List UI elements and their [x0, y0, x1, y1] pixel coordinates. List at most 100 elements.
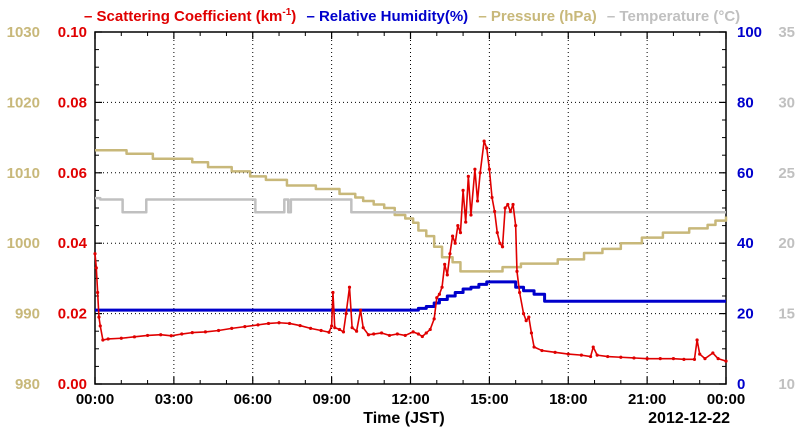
series-scattering-point	[308, 326, 313, 330]
legend-scattering-suffix: )	[291, 8, 296, 25]
series-scattering-point	[94, 266, 98, 270]
series-scattering-point	[424, 331, 428, 335]
y-tick-label-temperature: 25	[778, 165, 795, 182]
series-scattering-point	[337, 327, 342, 332]
series-scattering-point	[93, 252, 97, 256]
series-scattering-point	[487, 167, 491, 171]
series-scattering-point	[97, 315, 101, 319]
y-tick-label-humidity: 20	[737, 306, 754, 323]
series-scattering-point	[132, 335, 137, 339]
x-tick-label: 15:00	[470, 391, 508, 408]
series-scattering-point	[403, 333, 407, 338]
series-scattering-point	[432, 317, 436, 321]
y-tick-label-pressure: 990	[15, 306, 40, 323]
series-scattering-point	[566, 352, 570, 356]
series-scattering-point	[230, 326, 234, 330]
series-scattering-point	[632, 356, 636, 360]
series-scattering-point	[358, 308, 363, 312]
series-scattering-point	[101, 338, 105, 342]
series-scattering-point	[437, 292, 442, 296]
series-scattering-point	[344, 312, 348, 316]
y-tick-label-pressure: 1010	[7, 165, 40, 182]
series-scattering-point	[372, 332, 376, 336]
series-scattering-point	[180, 332, 184, 336]
series-scattering-point	[159, 333, 163, 337]
series-scattering-point	[482, 139, 486, 143]
series-scattering-point	[589, 354, 593, 359]
series-scattering-point	[579, 353, 584, 357]
series-scattering-point	[298, 323, 302, 328]
series-scattering-point	[169, 334, 173, 338]
series-scattering-point	[532, 345, 536, 349]
y-tick-label-scattering: 0.04	[58, 235, 88, 252]
series-layer	[93, 139, 728, 363]
legend-humidity: – Relative Humidity(%)	[306, 8, 468, 25]
series-scattering-point	[658, 357, 662, 361]
series-scattering-point	[428, 327, 432, 332]
series-scattering-point	[443, 262, 447, 266]
series-scattering-point	[682, 357, 686, 361]
y-tick-label-scattering: 0.06	[58, 165, 87, 182]
series-scattering-point	[355, 329, 359, 333]
date-label: 2012-12-22	[648, 410, 730, 427]
legend: – Scattering Coefficient (km-1) – Relati…	[84, 7, 740, 25]
y-tick-label-humidity: 60	[737, 165, 754, 182]
series-scattering-point	[347, 285, 352, 289]
series-scattering-point	[595, 353, 599, 357]
series-scattering-point	[495, 231, 499, 235]
series-scattering-point	[456, 224, 460, 228]
series-scattering-point	[469, 213, 473, 217]
y-tick-label-temperature: 10	[778, 376, 795, 393]
series-scattering-point	[671, 357, 676, 361]
series-scattering-point	[461, 188, 465, 192]
x-tick-label: 18:00	[549, 391, 587, 408]
x-tick-label: 00:00	[76, 391, 114, 408]
series-scattering-point	[506, 202, 510, 207]
series-scattering-point	[243, 325, 247, 329]
y-tick-label-pressure: 1020	[7, 94, 40, 111]
x-tick-label: 12:00	[391, 391, 429, 408]
series-scattering-point	[695, 338, 699, 342]
series-scattering-point	[703, 357, 707, 361]
series-scattering-point	[458, 231, 463, 235]
series-scattering-point	[256, 323, 260, 327]
series-scattering-point	[287, 321, 292, 326]
series-scattering-point	[493, 209, 497, 214]
y-tick-label-scattering: 0.02	[58, 306, 87, 323]
series-scattering-point	[319, 328, 323, 333]
y-tick-label-pressure: 1000	[7, 235, 40, 252]
series-scattering-point	[216, 328, 221, 333]
axis-labels: 00:00 03:00 06:00 09:00 12:00 15:00 18:00 21:00…	[7, 24, 795, 408]
series-scattering-point	[411, 330, 415, 334]
series-scattering-point	[450, 234, 455, 238]
series-scattering-point	[521, 312, 526, 316]
y-tick-label-scattering: 0.10	[58, 24, 87, 41]
series-scattering-point	[387, 333, 392, 338]
series-scattering-point	[511, 202, 515, 207]
series-scattering-point	[203, 330, 208, 334]
series-scattering-point	[366, 333, 371, 337]
legend-scattering-sup: -1	[282, 7, 291, 18]
series-scattering-point	[529, 331, 534, 335]
y-tick-label-temperature: 15	[778, 306, 795, 323]
series-scattering-point	[350, 326, 354, 330]
series-scattering-point	[190, 331, 194, 335]
series-scattering-point	[277, 321, 281, 325]
series-scattering-point	[98, 324, 102, 328]
series-scattering-point	[478, 171, 482, 175]
series-scattering-point	[341, 330, 346, 334]
series-scattering-point	[379, 331, 384, 335]
y-tick-label-humidity: 100	[737, 24, 762, 41]
series-scattering-point	[524, 319, 528, 323]
series-scattering-point	[420, 334, 424, 339]
y-tick-label-temperature: 20	[778, 235, 795, 252]
series-scattering-point	[485, 146, 489, 150]
y-tick-label-pressure: 980	[15, 376, 40, 393]
series-scattering-point	[448, 252, 452, 256]
series-scattering-point	[527, 315, 531, 319]
series-scattering-point	[553, 350, 557, 354]
series-scattering-point	[453, 241, 457, 245]
x-tick-label: 03:00	[155, 391, 193, 408]
series-scattering-point	[473, 167, 477, 171]
